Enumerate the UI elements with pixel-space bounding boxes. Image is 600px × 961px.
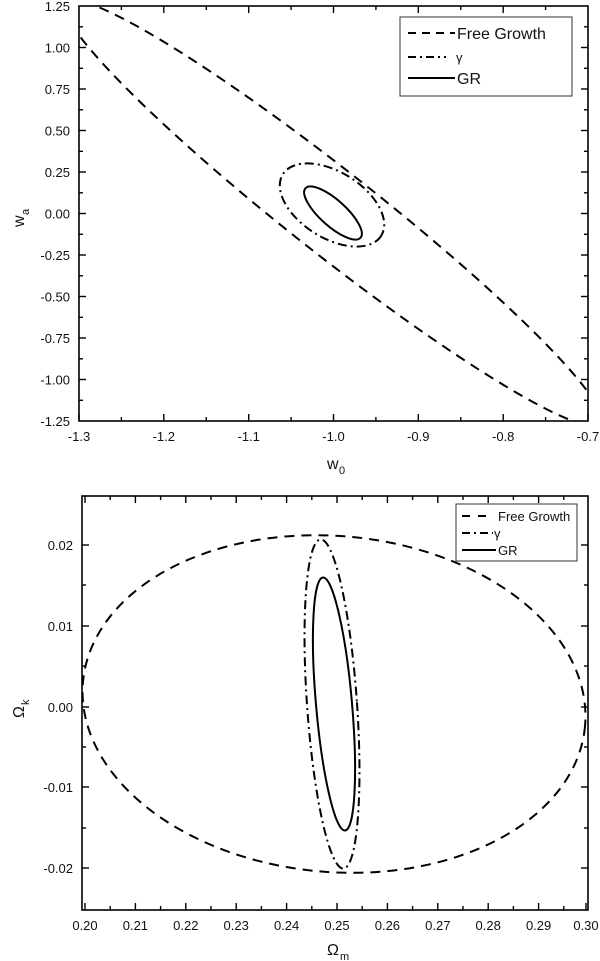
bottom-x-tick-labels: 0.20 0.21 0.22 0.23 0.24 0.25 0.26 0.27 … bbox=[72, 918, 598, 933]
x-tick-label: 0.26 bbox=[375, 918, 400, 933]
y-tick-label: -0.02 bbox=[43, 861, 73, 876]
y-tick-label: 1.25 bbox=[45, 0, 70, 14]
gamma-contour-top bbox=[278, 162, 386, 248]
bottom-y-tick-labels: 0.02 0.01 0.00 -0.01 -0.02 bbox=[43, 538, 73, 876]
y-axis-label-main: w bbox=[11, 215, 28, 228]
x-axis-label-sub: m bbox=[340, 951, 349, 961]
legend-box bbox=[455, 503, 578, 562]
x-tick-label: -1.0 bbox=[322, 429, 344, 444]
top-x-ticks bbox=[78, 6, 589, 421]
y-axis-label-sub: k bbox=[20, 699, 32, 705]
y-tick-label: -1.25 bbox=[40, 414, 70, 429]
bottom-x-axis-label: Ω m bbox=[327, 942, 349, 961]
y-tick-label: 0.00 bbox=[48, 700, 73, 715]
legend-label-gamma: γ bbox=[494, 526, 501, 541]
top-y-tick-labels: 1.25 1.00 0.75 0.50 0.25 0.00 -0.25 -0.5… bbox=[40, 0, 70, 429]
bottom-y-ticks bbox=[82, 544, 588, 869]
x-tick-label: -0.8 bbox=[492, 429, 514, 444]
x-tick-label: -1.3 bbox=[68, 429, 90, 444]
free-growth-contour-bottom bbox=[82, 534, 587, 874]
x-tick-label: -1.1 bbox=[237, 429, 259, 444]
x-tick-label: 0.21 bbox=[123, 918, 148, 933]
legend-label-free-growth: Free Growth bbox=[457, 26, 546, 43]
y-tick-label: -0.50 bbox=[40, 290, 70, 305]
top-y-axis-label: w a bbox=[11, 208, 32, 228]
bottom-legend: Free Growth γ GR bbox=[455, 503, 578, 562]
y-tick-label: 0.00 bbox=[45, 207, 70, 222]
bottom-chart: 0.20 0.21 0.22 0.23 0.24 0.25 0.26 0.27 … bbox=[11, 495, 599, 961]
y-tick-label: 0.25 bbox=[45, 165, 70, 180]
free-growth-contour-top bbox=[79, 6, 588, 421]
legend-label-gr: GR bbox=[498, 543, 518, 558]
y-tick-label: 0.02 bbox=[48, 538, 73, 553]
bottom-plot-frame bbox=[81, 495, 589, 911]
x-tick-label: 0.25 bbox=[324, 918, 349, 933]
bottom-x-ticks bbox=[84, 496, 587, 910]
y-tick-label: 1.00 bbox=[45, 41, 70, 56]
x-tick-label: -1.2 bbox=[153, 429, 175, 444]
top-x-tick-labels: -1.3 -1.2 -1.1 -1.0 -0.9 -0.8 -0.7 bbox=[68, 429, 599, 444]
top-chart: -1.3 -1.2 -1.1 -1.0 -0.9 -0.8 -0.7 1.25 … bbox=[11, 0, 599, 477]
legend-label-free-growth: Free Growth bbox=[498, 509, 570, 524]
x-axis-label-main: Ω bbox=[327, 942, 339, 959]
bottom-y-axis-label: Ω k bbox=[11, 699, 32, 718]
bottom-plot-area bbox=[82, 534, 587, 874]
x-tick-label: 0.29 bbox=[526, 918, 551, 933]
x-tick-label: -0.9 bbox=[407, 429, 429, 444]
legend-label-gr: GR bbox=[457, 71, 481, 88]
y-tick-label: 0.75 bbox=[45, 82, 70, 97]
y-tick-label: -1.00 bbox=[40, 373, 70, 388]
x-tick-label: 0.20 bbox=[72, 918, 97, 933]
y-tick-label: -0.75 bbox=[40, 331, 70, 346]
x-tick-label: 0.22 bbox=[173, 918, 198, 933]
x-axis-label-main: w bbox=[326, 456, 339, 473]
x-tick-label: 0.23 bbox=[224, 918, 249, 933]
top-x-axis-label: w 0 bbox=[326, 456, 345, 477]
x-tick-label: 0.27 bbox=[425, 918, 450, 933]
gr-contour-top bbox=[303, 185, 363, 241]
x-axis-label-sub: 0 bbox=[339, 465, 345, 477]
x-tick-label: 0.30 bbox=[573, 918, 598, 933]
y-tick-label: -0.01 bbox=[43, 780, 73, 795]
gr-contour-bottom bbox=[311, 576, 357, 832]
y-axis-label-main: Ω bbox=[11, 706, 28, 718]
gamma-contour-bottom bbox=[303, 538, 361, 870]
y-tick-label: 0.50 bbox=[45, 124, 70, 139]
x-tick-label: 0.24 bbox=[274, 918, 299, 933]
y-tick-label: 0.01 bbox=[48, 619, 73, 634]
top-legend: Free Growth γ GR bbox=[399, 16, 573, 97]
legend-label-gamma: γ bbox=[456, 50, 463, 65]
top-plot-area bbox=[79, 6, 588, 421]
x-tick-label: 0.28 bbox=[476, 918, 501, 933]
x-tick-label: -0.7 bbox=[577, 429, 599, 444]
y-axis-label-sub: a bbox=[20, 208, 32, 215]
y-tick-label: -0.25 bbox=[40, 248, 70, 263]
top-y-ticks bbox=[79, 26, 588, 401]
